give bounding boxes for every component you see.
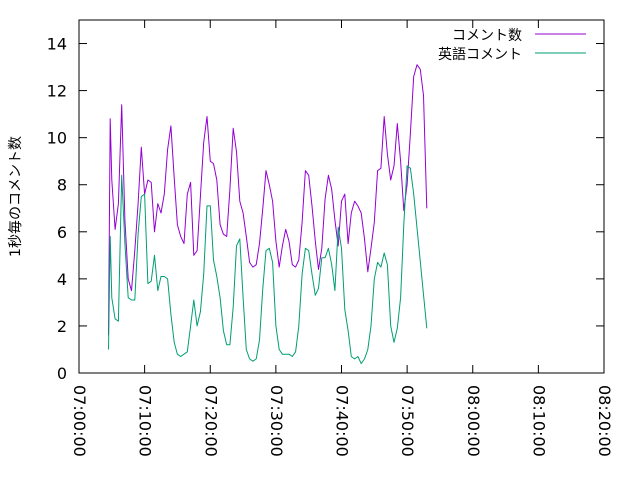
y-tick-label: 6 bbox=[57, 223, 67, 242]
x-axis-ticks: 07:00:00 07:10:00 07:20:00 07:30:00 07:40:00… bbox=[70, 20, 614, 457]
x-tick-label: 07:20:00 bbox=[201, 385, 220, 457]
y-tick-label: 0 bbox=[57, 364, 67, 383]
legend-label: コメント数 bbox=[452, 28, 522, 44]
x-tick-label: 08:10:00 bbox=[529, 385, 548, 457]
y-tick-label: 4 bbox=[57, 270, 67, 289]
y-tick-label: 8 bbox=[57, 176, 67, 195]
y-tick-label: 12 bbox=[47, 82, 67, 101]
x-tick-label: 08:20:00 bbox=[595, 385, 614, 457]
legend-label: 英語コメント bbox=[438, 46, 522, 63]
series-line-2 bbox=[108, 165, 428, 365]
x-tick-label: 07:50:00 bbox=[398, 385, 417, 457]
x-tick-label: 08:00:00 bbox=[464, 385, 483, 457]
series-lines bbox=[108, 64, 428, 365]
x-tick-label: 07:00:00 bbox=[70, 385, 89, 457]
series-line-1 bbox=[108, 64, 428, 336]
y-tick-label: 10 bbox=[47, 129, 67, 148]
y-axis-label: 1秒毎のコメント数 bbox=[8, 136, 24, 257]
x-tick-label: 07:40:00 bbox=[333, 385, 352, 457]
y-tick-label: 14 bbox=[47, 35, 67, 54]
x-tick-label: 07:30:00 bbox=[267, 385, 286, 457]
y-tick-label: 2 bbox=[57, 317, 67, 336]
y-axis-ticks: 0 2 4 6 8 10 12 14 bbox=[47, 35, 604, 383]
x-tick-label: 07:10:00 bbox=[136, 385, 155, 457]
